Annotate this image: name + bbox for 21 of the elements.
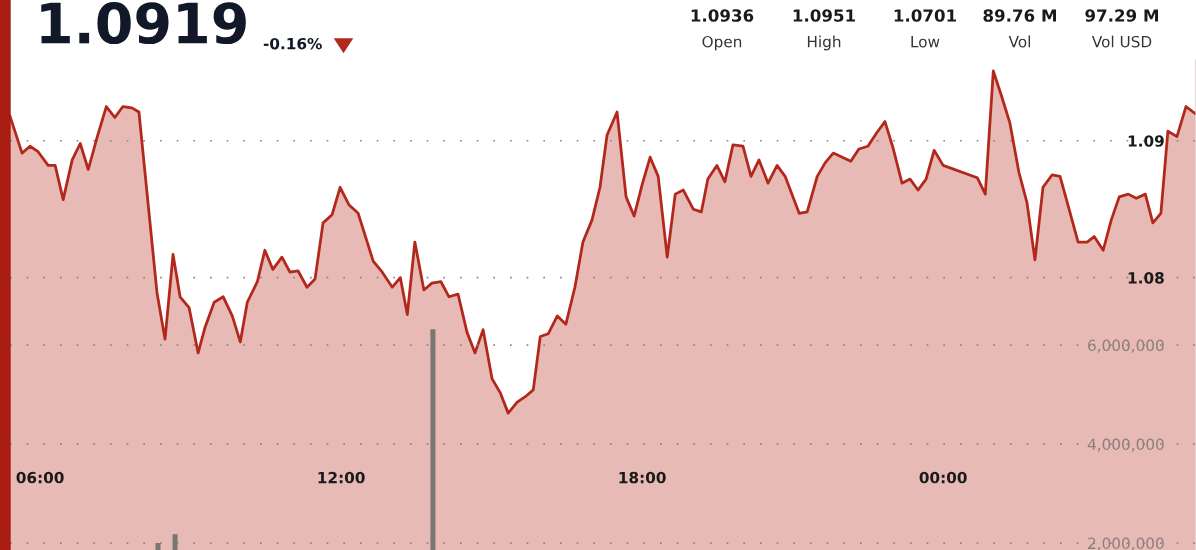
text: Vol — [1008, 35, 1030, 48]
text: 97.29 M — [1085, 9, 1159, 22]
y2-tick-label: 6,000,000 — [1088, 339, 1164, 353]
text: 1.0951 — [793, 9, 856, 22]
text: 1.0701 — [894, 9, 957, 22]
y-tick-label: 1.09 — [1128, 135, 1164, 147]
text: Vol USD — [1091, 35, 1152, 48]
text: High — [807, 35, 841, 51]
text: 1.0936 — [691, 9, 754, 22]
text: Open — [702, 35, 742, 51]
y2-tick-label: 2,000,000 — [1088, 537, 1164, 550]
chart-subtitle: -0.16% — [263, 37, 322, 50]
x-tick-label: 00:00 — [919, 471, 967, 484]
x-tick-label: 18:00 — [619, 471, 666, 484]
x-tick-label: 12:00 — [318, 471, 365, 484]
y2-tick-label: 4,000,000 — [1087, 438, 1164, 452]
text: 89.76 M — [983, 9, 1057, 22]
y-tick-label: 1.08 — [1128, 272, 1164, 284]
chart-title: 1.0919 — [41, 2, 246, 45]
x-tick-label: 06:00 — [16, 471, 64, 484]
text: Low — [911, 36, 940, 48]
